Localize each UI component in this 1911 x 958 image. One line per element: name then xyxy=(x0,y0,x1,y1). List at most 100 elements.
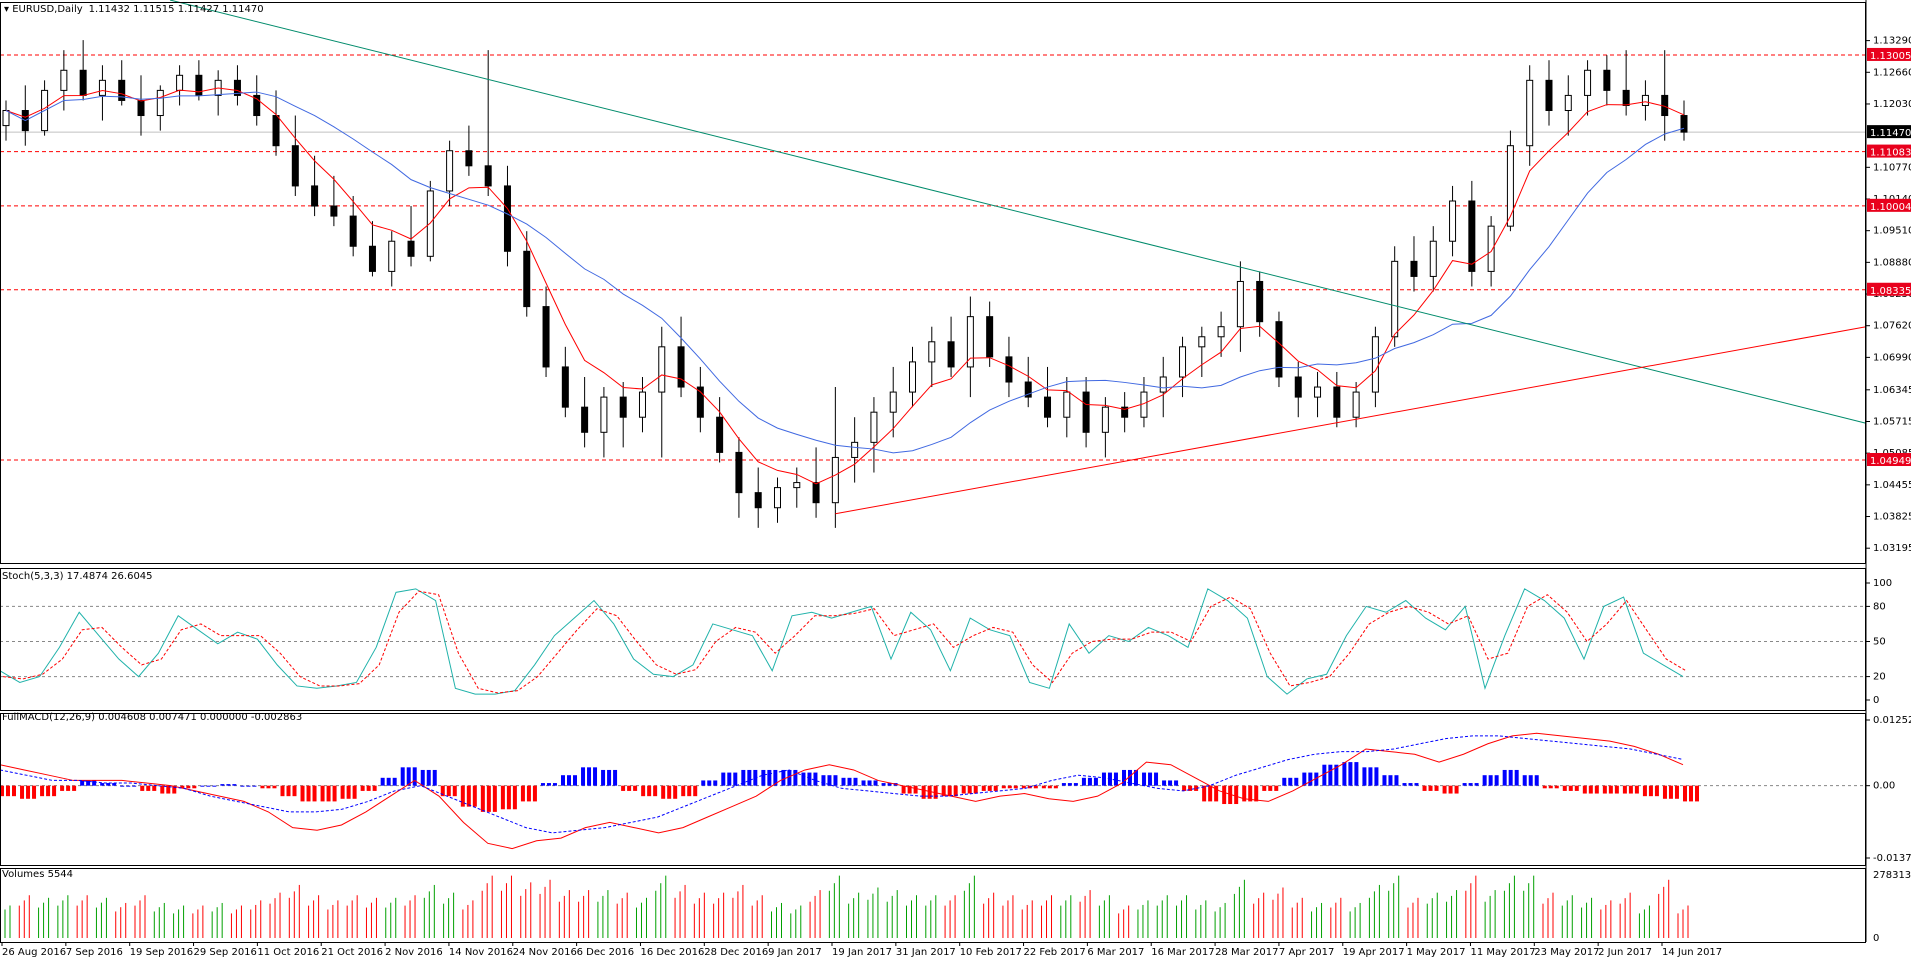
candle-body xyxy=(1603,69,1611,91)
date-label: 26 Aug 2016 xyxy=(2,947,66,958)
downtrend-line xyxy=(169,0,1867,424)
macd-histogram-bar xyxy=(72,785,77,791)
macd-histogram-bar xyxy=(232,784,237,786)
candle-body xyxy=(195,74,203,96)
stoch-tick-label: 80 xyxy=(1873,601,1886,612)
price-panel[interactable] xyxy=(0,0,1867,528)
macd-histogram-bar xyxy=(621,785,626,791)
level-price-badge xyxy=(1867,282,1911,296)
macd-histogram-bar xyxy=(721,772,726,786)
macd-histogram-bar xyxy=(60,785,65,791)
macd-histogram-bar xyxy=(460,785,465,807)
fast-moving-average-line xyxy=(5,87,1685,485)
macd-histogram-bar xyxy=(0,785,4,797)
macd-histogram-bar xyxy=(1574,785,1579,791)
price-tick-label: 1.07620 xyxy=(1873,321,1911,332)
macd-histogram-bar xyxy=(120,785,125,787)
candle-body xyxy=(98,79,106,96)
macd-histogram-bar xyxy=(140,785,145,791)
macd-histogram-bar xyxy=(1328,764,1333,786)
candle-body xyxy=(1584,69,1592,96)
candle-body xyxy=(118,79,126,101)
candle-body xyxy=(1005,356,1013,383)
macd-histogram-bar xyxy=(1208,785,1213,802)
candle-body xyxy=(581,406,589,433)
macd-histogram-bar xyxy=(573,775,577,786)
macd-histogram-bar xyxy=(52,785,57,797)
stochastic-panel[interactable] xyxy=(0,588,1866,695)
macd-histogram-bar xyxy=(967,785,972,794)
macd-histogram-bar xyxy=(1608,785,1613,794)
macd-histogram-bar xyxy=(1448,785,1453,794)
candle-body xyxy=(60,69,68,91)
macd-histogram-bar xyxy=(160,785,165,794)
candle-body xyxy=(658,346,666,393)
macd-main-line xyxy=(0,732,1684,850)
macd-panel[interactable] xyxy=(0,732,1866,850)
macd-histogram-bar xyxy=(1174,780,1179,786)
macd-histogram-bar xyxy=(773,769,778,786)
macd-histogram-bar xyxy=(1322,764,1327,786)
macd-histogram-bar xyxy=(152,785,157,791)
macd-histogram-bar xyxy=(366,785,371,791)
candle-body xyxy=(1063,391,1071,418)
macd-histogram-bar xyxy=(312,785,317,802)
macd-histogram-bar xyxy=(1142,772,1147,786)
date-label: 10 Feb 2017 xyxy=(960,947,1022,958)
macd-histogram-bar xyxy=(607,769,612,786)
candle-body xyxy=(484,165,492,187)
stoch-tick-label: 50 xyxy=(1873,637,1886,648)
macd-histogram-bar xyxy=(126,785,131,787)
candle-body xyxy=(1314,386,1322,398)
ohlc-label: 1.11432 1.11515 1.11427 1.11470 xyxy=(89,4,264,15)
macd-histogram-bar xyxy=(1081,777,1086,786)
price-tick-label: 1.06990 xyxy=(1873,352,1911,363)
macd-histogram-bar xyxy=(1434,785,1439,791)
macd-histogram-bar xyxy=(673,785,678,799)
macd-histogram-bar xyxy=(833,775,838,786)
macd-histogram-bar xyxy=(6,785,10,797)
macd-histogram-bar xyxy=(921,785,926,799)
macd-histogram-bar xyxy=(1274,785,1279,791)
candle-body xyxy=(1449,200,1457,242)
macd-histogram-bar xyxy=(1502,769,1507,786)
candle-body xyxy=(1526,79,1534,147)
candle-body xyxy=(735,451,743,494)
volume-tick-label: 278313 xyxy=(1873,870,1911,881)
macd-histogram-bar xyxy=(432,769,437,786)
macd-histogram-bar xyxy=(420,769,425,786)
macd-histogram-bar xyxy=(687,785,692,797)
macd-label: FullMACD(12,26,9) 0.004608 0.007471 0.00… xyxy=(2,712,302,723)
macd-histogram-bar xyxy=(360,785,365,791)
macd-histogram-bar xyxy=(1374,767,1379,786)
macd-histogram-bar xyxy=(1061,783,1066,786)
volume-panel[interactable] xyxy=(0,875,1689,938)
candle-body xyxy=(1545,79,1553,112)
macd-histogram-bar xyxy=(466,785,471,807)
level-price-badge xyxy=(1867,453,1911,467)
macd-histogram-bar xyxy=(1594,785,1599,794)
candle-body xyxy=(272,115,280,147)
macd-histogram-bar xyxy=(546,783,551,786)
macd-histogram-bar xyxy=(406,767,411,786)
candle-body xyxy=(1641,94,1649,106)
macd-histogram-bar xyxy=(172,785,177,794)
candle-body xyxy=(1468,200,1476,272)
date-label: 7 Sep 2016 xyxy=(66,947,123,958)
macd-tick-label: -0.013796 xyxy=(1873,853,1911,864)
date-label: 6 Mar 2017 xyxy=(1087,947,1144,958)
macd-histogram-bar xyxy=(386,777,391,786)
level-price-label: 1.13005 xyxy=(1870,51,1911,62)
macd-histogram-bar xyxy=(887,783,892,786)
macd-histogram-bar xyxy=(1033,785,1038,789)
macd-histogram-bar xyxy=(1101,772,1106,786)
macd-histogram-bar xyxy=(292,785,297,797)
macd-histogram-bar xyxy=(853,777,858,786)
candle-body xyxy=(1487,225,1495,272)
candle-body xyxy=(716,416,724,453)
macd-tick-label: 0.00 xyxy=(1873,781,1895,792)
candle-body xyxy=(1371,336,1379,393)
macd-histogram-bar xyxy=(1562,785,1567,791)
date-label: 11 Oct 2016 xyxy=(257,947,319,958)
